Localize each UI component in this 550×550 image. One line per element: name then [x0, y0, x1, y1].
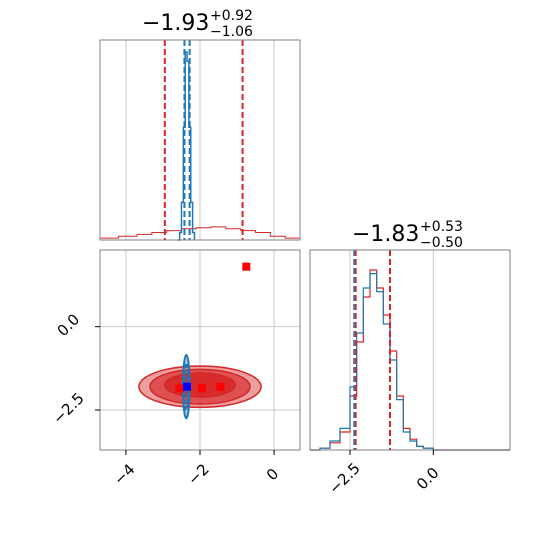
title-p2-plus: +0.53: [420, 219, 463, 235]
tick-label-y: −2.5: [49, 389, 87, 427]
tick-label-x: −2: [184, 460, 212, 488]
title-p2-minus: −0.50: [420, 235, 463, 251]
title-p1-plus: +0.92: [210, 8, 253, 24]
title-p2-median: −1.83: [352, 222, 419, 247]
tick-label-x: 0: [263, 465, 282, 484]
title-p1: −1.93 +0.92 −1.06: [142, 8, 253, 40]
series-blue-hist-p2: [310, 273, 510, 451]
tick-label-x: −4: [110, 460, 138, 488]
marker-red: [216, 382, 225, 391]
marker-red: [242, 262, 251, 271]
title-p1-median: −1.93: [142, 11, 209, 36]
tick-label-x: −2.5: [325, 459, 363, 497]
tick-label-x: 0.0: [413, 464, 443, 494]
tick-label-y: 0.0: [54, 310, 84, 340]
series-blue-hist-p1: [177, 51, 196, 241]
hist-p2-bg: [310, 250, 510, 450]
series-red-hist-p1: [99, 226, 301, 240]
marker-blue: [183, 382, 192, 391]
histogram-p2: [309, 249, 511, 451]
hist-p1-frame: [99, 39, 301, 241]
hist-p2-frame: [309, 249, 511, 451]
title-p1-minus: −1.06: [210, 24, 253, 40]
title-p2: −1.83 +0.53 −0.50: [352, 219, 463, 251]
marker-red: [175, 384, 184, 393]
contour-panel: [99, 249, 301, 451]
histogram-p1: [99, 39, 301, 241]
marker-red: [197, 384, 206, 393]
